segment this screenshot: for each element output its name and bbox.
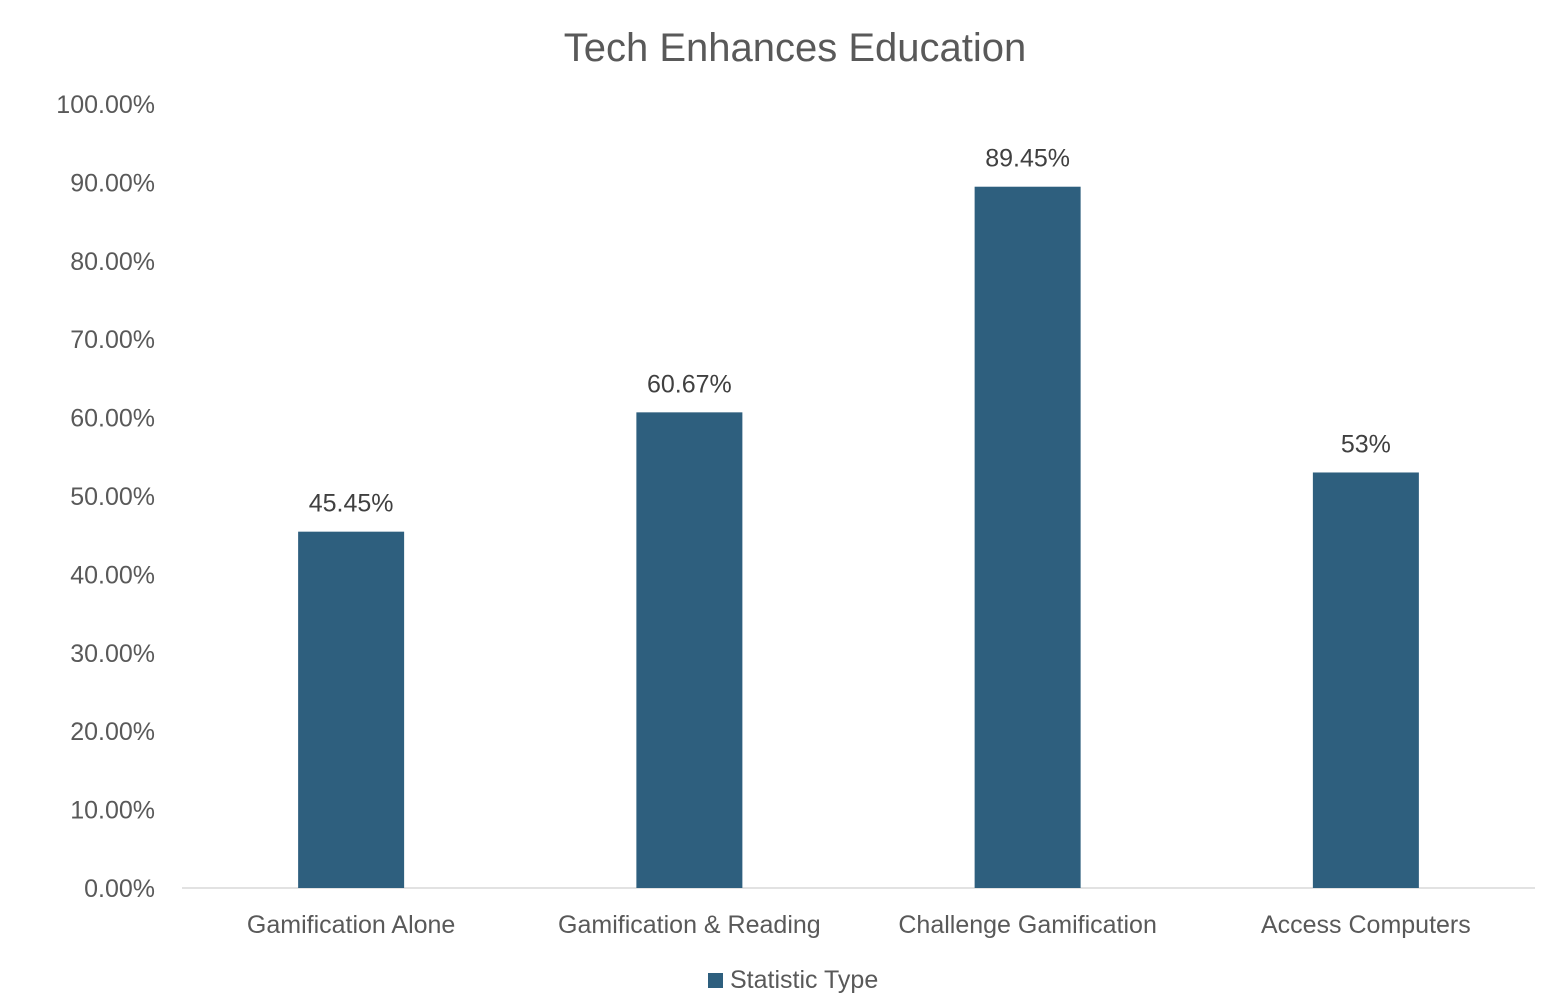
data-label: 89.45% (985, 145, 1070, 173)
data-label: 60.67% (647, 370, 732, 398)
y-tick-label: 100.00% (56, 91, 155, 119)
y-tick-label: 30.00% (70, 640, 155, 668)
y-tick-label: 70.00% (70, 326, 155, 354)
category-labels: Gamification Alone Gamification & Reading… (247, 911, 1471, 939)
data-label: 53% (1341, 430, 1391, 458)
y-tick-label: 80.00% (70, 248, 155, 276)
data-label: 45.45% (309, 490, 394, 518)
y-tick-label: 10.00% (70, 797, 155, 825)
y-tick-label: 50.00% (70, 483, 155, 511)
category-label: Gamification Alone (247, 911, 455, 939)
category-label: Gamification & Reading (558, 911, 821, 939)
legend-swatch (708, 973, 723, 988)
bars (298, 186, 1419, 888)
y-tick-label: 40.00% (70, 561, 155, 589)
legend-label: Statistic Type (730, 966, 878, 994)
category-label: Challenge Gamification (898, 911, 1156, 939)
y-tick-label: 20.00% (70, 718, 155, 746)
bar (298, 531, 405, 888)
y-axis-ticks: 0.00% 10.00% 20.00% 30.00% 40.00% 50.00% 60.00… (56, 91, 155, 903)
bar (1312, 472, 1419, 888)
y-tick-label: 90.00% (70, 169, 155, 197)
data-labels: 45.45% 60.67% 89.45% 53% (309, 145, 1391, 518)
bar (636, 412, 743, 888)
bar (974, 186, 1081, 888)
category-label: Access Computers (1261, 911, 1471, 939)
chart-title: Tech Enhances Education (564, 26, 1027, 70)
y-tick-label: 0.00% (84, 875, 155, 903)
legend: Statistic Type (708, 966, 878, 994)
y-tick-label: 60.00% (70, 405, 155, 433)
